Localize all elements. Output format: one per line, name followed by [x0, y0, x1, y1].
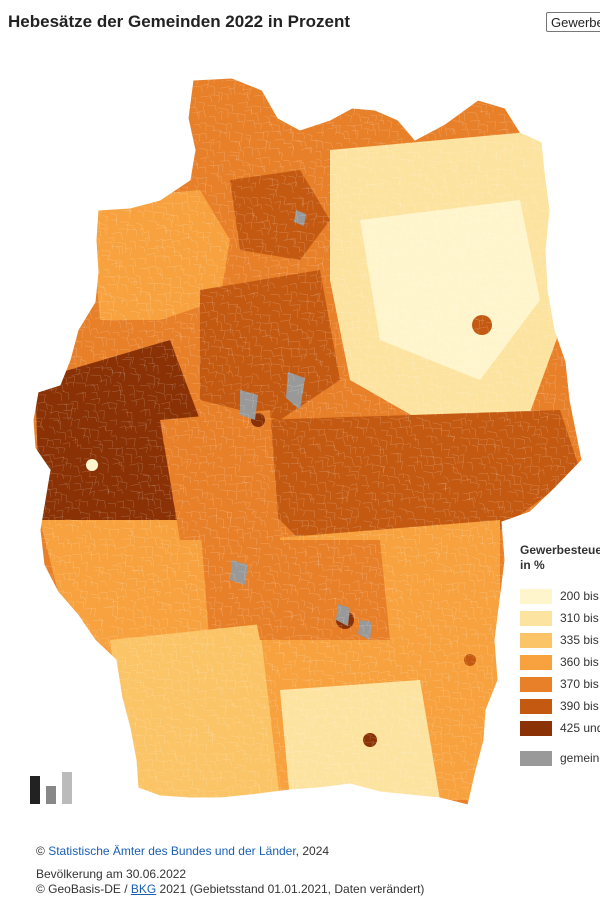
legend-row-6: 390 bis — [520, 695, 600, 717]
legend-label: 360 bis — [560, 655, 599, 669]
geobasis-line: © GeoBasis-DE / BKG 2021 (Gebietsstand 0… — [36, 882, 424, 897]
region-hesse — [160, 410, 280, 540]
legend-label: 390 bis — [560, 699, 599, 713]
nodata-patch — [240, 390, 258, 420]
region-baden-wuerttemberg — [110, 620, 300, 800]
germany-municipality-map[interactable] — [0, 40, 600, 830]
source-link[interactable]: Statistische Ämter des Bundes und der Lä… — [48, 844, 296, 858]
legend-swatch — [520, 633, 552, 648]
footer: © Statistische Ämter des Bundes und der … — [36, 844, 424, 897]
nodata-patch — [294, 210, 306, 226]
source-year: , 2024 — [295, 844, 330, 858]
region-north-west — [90, 190, 230, 320]
region-franconia — [240, 540, 390, 640]
legend-swatch — [520, 611, 552, 626]
population-date: Bevölkerung am 30.06.2022 — [36, 867, 187, 881]
legend-row-3: 335 bis — [520, 629, 600, 651]
tax-type-select[interactable]: Gewerbesteuer — [546, 12, 600, 32]
geobasis-suffix: 2021 (Gebietsstand 01.01.2021, Daten ver… — [156, 882, 425, 896]
nodata-patch — [286, 372, 305, 410]
bkg-link[interactable]: BKG — [130, 882, 157, 896]
legend-swatch — [520, 699, 552, 714]
map-regions — [33, 78, 582, 805]
source-line: © Statistische Ämter des Bundes und der … — [36, 844, 424, 859]
spot-dark — [472, 315, 492, 335]
copyright-sign: © — [36, 844, 49, 858]
statistics-logo-icon — [30, 772, 72, 804]
legend-row-2: 310 bis — [520, 607, 600, 629]
legend-label: 425 und — [560, 721, 600, 735]
legend-row-4: 360 bis — [520, 651, 600, 673]
spot-dark — [464, 654, 476, 666]
region-brandenburg-light — [360, 200, 540, 380]
legend-swatch — [520, 721, 552, 736]
legend-title-line1: Gewerbesteuer — [520, 543, 600, 557]
legend-swatch — [520, 751, 552, 766]
legend-row-5: 370 bis — [520, 673, 600, 695]
legend-swatch — [520, 677, 552, 692]
map-legend: Gewerbesteuer in % 200 bis 310 bis 335 b… — [520, 543, 600, 769]
legend-row-7: 425 und — [520, 717, 600, 739]
legend-swatch — [520, 589, 552, 604]
legend-swatch — [520, 655, 552, 670]
region-saxony-thuringia — [250, 410, 580, 540]
spot-light — [86, 459, 98, 471]
region-central — [200, 270, 340, 420]
legend-title: Gewerbesteuer in % — [520, 543, 600, 573]
nodata-patch — [230, 560, 248, 585]
legend-label: 335 bis — [560, 633, 599, 647]
legend-title-line2: in % — [520, 558, 545, 572]
geobasis-prefix: © GeoBasis-DE / — [36, 882, 131, 896]
spot-dark — [363, 733, 377, 747]
legend-label: 200 bis — [560, 589, 599, 603]
legend-row-nodata: gemeindefrei — [520, 747, 600, 769]
map-title: Hebesätze der Gemeinden 2022 in Prozent — [8, 12, 351, 31]
legend-label: 310 bis — [560, 611, 599, 625]
region-south-bavaria-light — [280, 680, 440, 800]
germany-outline — [32, 77, 583, 806]
nodata-patch — [336, 604, 350, 626]
legend-label: gemeindefrei — [560, 751, 600, 765]
legend-label: 370 bis — [560, 677, 599, 691]
region-west — [35, 340, 200, 540]
region-hamburg-area — [230, 170, 330, 260]
legend-row-1: 200 bis — [520, 585, 600, 607]
nodata-patch — [358, 620, 372, 640]
